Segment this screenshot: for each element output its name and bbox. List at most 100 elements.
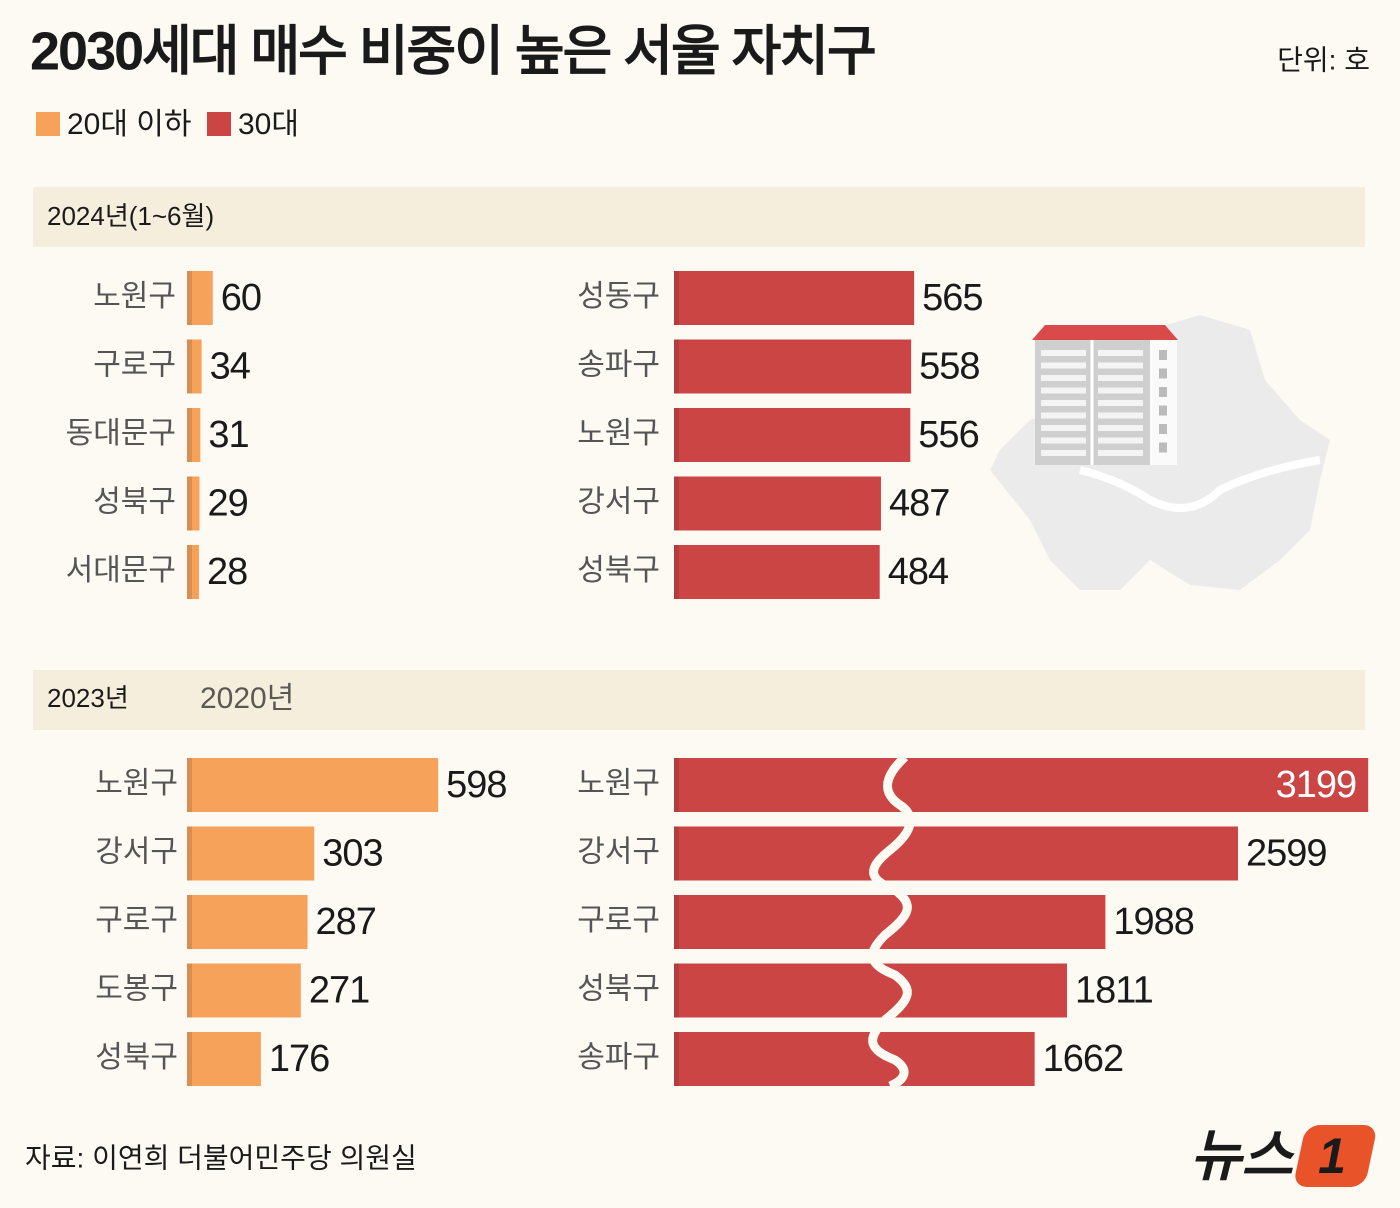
value-label: 28 <box>207 551 247 593</box>
bar-shade <box>187 826 192 881</box>
bar <box>187 963 301 1018</box>
bar <box>674 476 881 531</box>
category-label: 구로구 <box>93 348 176 381</box>
bar <box>674 1032 1035 1086</box>
section-label: 2023년 <box>47 683 129 713</box>
category-label: 강서구 <box>577 485 660 518</box>
value-label: 176 <box>269 1038 329 1080</box>
value-label: 558 <box>919 346 979 388</box>
window <box>1041 375 1086 381</box>
category-label: 성동구 <box>577 280 660 313</box>
chart-title: 2030세대 매수 비중이 높은 서울 자치구 <box>30 21 875 81</box>
category-label: 노원구 <box>93 280 176 313</box>
bar-shade <box>674 895 679 949</box>
bar <box>674 758 1369 812</box>
window <box>1159 405 1167 416</box>
legend-swatch <box>207 112 231 136</box>
river <box>1079 456 1321 512</box>
bar <box>187 476 200 531</box>
category-label: 성북구 <box>577 554 660 587</box>
category-label: 구로구 <box>577 904 660 937</box>
window <box>1041 437 1086 444</box>
logo-mark: 1 <box>1318 1128 1346 1184</box>
bar-shade <box>187 339 192 394</box>
bar-shade <box>187 1032 192 1086</box>
window <box>1098 400 1143 406</box>
bar <box>187 271 213 325</box>
category-label: 노원구 <box>95 767 178 800</box>
value-label: 29 <box>207 483 247 525</box>
building-floors <box>1041 350 1167 456</box>
window <box>1098 437 1143 444</box>
legend-swatch <box>36 112 60 136</box>
value-label: 1662 <box>1043 1038 1124 1080</box>
value-label: 1988 <box>1113 901 1194 943</box>
value-label: 556 <box>918 414 978 456</box>
value-label: 1811 <box>1075 970 1153 1012</box>
bar-shade <box>187 408 192 462</box>
window <box>1041 387 1086 394</box>
logo-badge <box>1295 1125 1376 1187</box>
bar-shade <box>674 758 679 812</box>
bar <box>674 408 911 462</box>
window <box>1098 450 1143 456</box>
bar-shade <box>187 476 192 531</box>
category-label: 성북구 <box>577 972 660 1005</box>
category-label: 노원구 <box>577 417 660 450</box>
category-label: 성북구 <box>95 1041 178 1074</box>
bar <box>187 408 201 462</box>
value-label: 484 <box>888 551 949 593</box>
window <box>1159 442 1167 453</box>
window <box>1041 362 1086 369</box>
bar-shade <box>674 339 679 394</box>
section-band <box>33 670 1365 730</box>
value-label: 598 <box>446 764 506 806</box>
window <box>1041 350 1086 356</box>
value-label: 287 <box>316 901 376 943</box>
bar <box>674 895 1106 949</box>
section-band <box>33 187 1365 247</box>
bar-shade <box>674 1032 679 1086</box>
window <box>1098 425 1143 431</box>
window <box>1098 362 1143 369</box>
window <box>1041 412 1086 419</box>
category-label: 성북구 <box>93 485 176 518</box>
window <box>1098 412 1143 419</box>
section-watermark: 2020년 <box>200 682 294 715</box>
window <box>1159 368 1167 379</box>
value-label: 60 <box>221 277 261 319</box>
section-label: 2024년(1~6월) <box>47 201 214 231</box>
bar <box>187 895 308 949</box>
window <box>1041 450 1086 456</box>
bar <box>674 271 915 325</box>
bar <box>187 545 200 599</box>
window <box>1098 387 1143 394</box>
bar-shade <box>674 476 679 531</box>
value-label: 303 <box>322 833 382 875</box>
window <box>1159 387 1167 397</box>
axis-break <box>868 753 915 1091</box>
category-label: 강서구 <box>577 835 660 868</box>
category-label: 송파구 <box>577 1041 660 1074</box>
bar <box>674 963 1067 1018</box>
bar-shade <box>674 408 679 462</box>
bar <box>674 339 912 394</box>
bar <box>187 1032 261 1086</box>
value-label: 487 <box>889 483 949 525</box>
window <box>1159 424 1167 434</box>
building-roof <box>1032 325 1178 340</box>
category-label: 송파구 <box>577 348 660 381</box>
bar-shade <box>187 545 192 599</box>
bar-shade <box>674 271 679 325</box>
bar-shade <box>187 271 192 325</box>
bar <box>674 545 880 599</box>
category-label: 도봉구 <box>95 972 178 1005</box>
bar <box>187 758 439 812</box>
source: 자료: 이연희 더불어민주당 의원실 <box>25 1142 417 1173</box>
category-label: 동대문구 <box>66 417 176 450</box>
window <box>1041 425 1086 431</box>
category-label: 구로구 <box>95 904 178 937</box>
value-label: 271 <box>309 970 369 1012</box>
